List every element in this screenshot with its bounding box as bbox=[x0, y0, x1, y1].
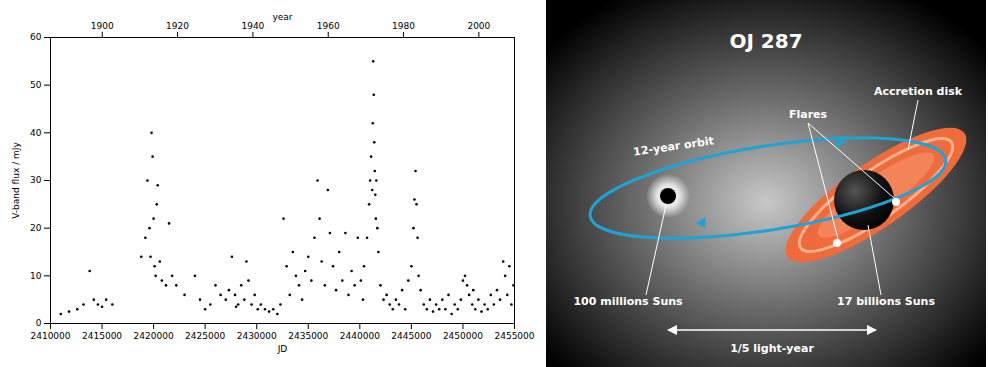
svg-text:40: 40 bbox=[30, 128, 42, 138]
svg-text:2435000: 2435000 bbox=[288, 331, 328, 341]
svg-text:2455000: 2455000 bbox=[494, 331, 534, 341]
svg-text:year: year bbox=[272, 12, 292, 22]
svg-text:Flares: Flares bbox=[789, 108, 828, 121]
svg-text:12-year orbit: 12-year orbit bbox=[632, 134, 714, 158]
svg-text:1/5 light-year: 1/5 light-year bbox=[730, 342, 814, 355]
svg-text:1980: 1980 bbox=[392, 21, 415, 31]
svg-text:OJ 287: OJ 287 bbox=[729, 29, 802, 53]
svg-text:30: 30 bbox=[30, 175, 42, 185]
svg-text:10: 10 bbox=[30, 271, 42, 281]
svg-text:V-band flux / mJy: V-band flux / mJy bbox=[11, 142, 21, 219]
svg-text:1900: 1900 bbox=[91, 21, 114, 31]
svg-text:2000: 2000 bbox=[467, 21, 490, 31]
svg-text:1960: 1960 bbox=[317, 21, 340, 31]
svg-text:JD: JD bbox=[277, 344, 288, 354]
svg-text:17 billions Suns: 17 billions Suns bbox=[837, 295, 935, 308]
svg-text:2440000: 2440000 bbox=[340, 331, 380, 341]
svg-text:2415000: 2415000 bbox=[82, 331, 122, 341]
svg-text:1940: 1940 bbox=[241, 21, 264, 31]
svg-text:60: 60 bbox=[30, 32, 42, 42]
svg-text:2445000: 2445000 bbox=[391, 331, 431, 341]
svg-text:1920: 1920 bbox=[166, 21, 189, 31]
svg-text:2430000: 2430000 bbox=[237, 331, 277, 341]
svg-text:0: 0 bbox=[36, 318, 42, 328]
svg-text:100 millions Suns: 100 millions Suns bbox=[573, 295, 683, 308]
svg-text:2410000: 2410000 bbox=[30, 331, 70, 341]
svg-text:2425000: 2425000 bbox=[185, 331, 225, 341]
svg-text:20: 20 bbox=[30, 223, 42, 233]
svg-text:Accretion disk: Accretion disk bbox=[874, 85, 963, 98]
svg-text:2420000: 2420000 bbox=[134, 331, 174, 341]
svg-text:50: 50 bbox=[30, 80, 42, 90]
svg-text:2450000: 2450000 bbox=[443, 331, 483, 341]
